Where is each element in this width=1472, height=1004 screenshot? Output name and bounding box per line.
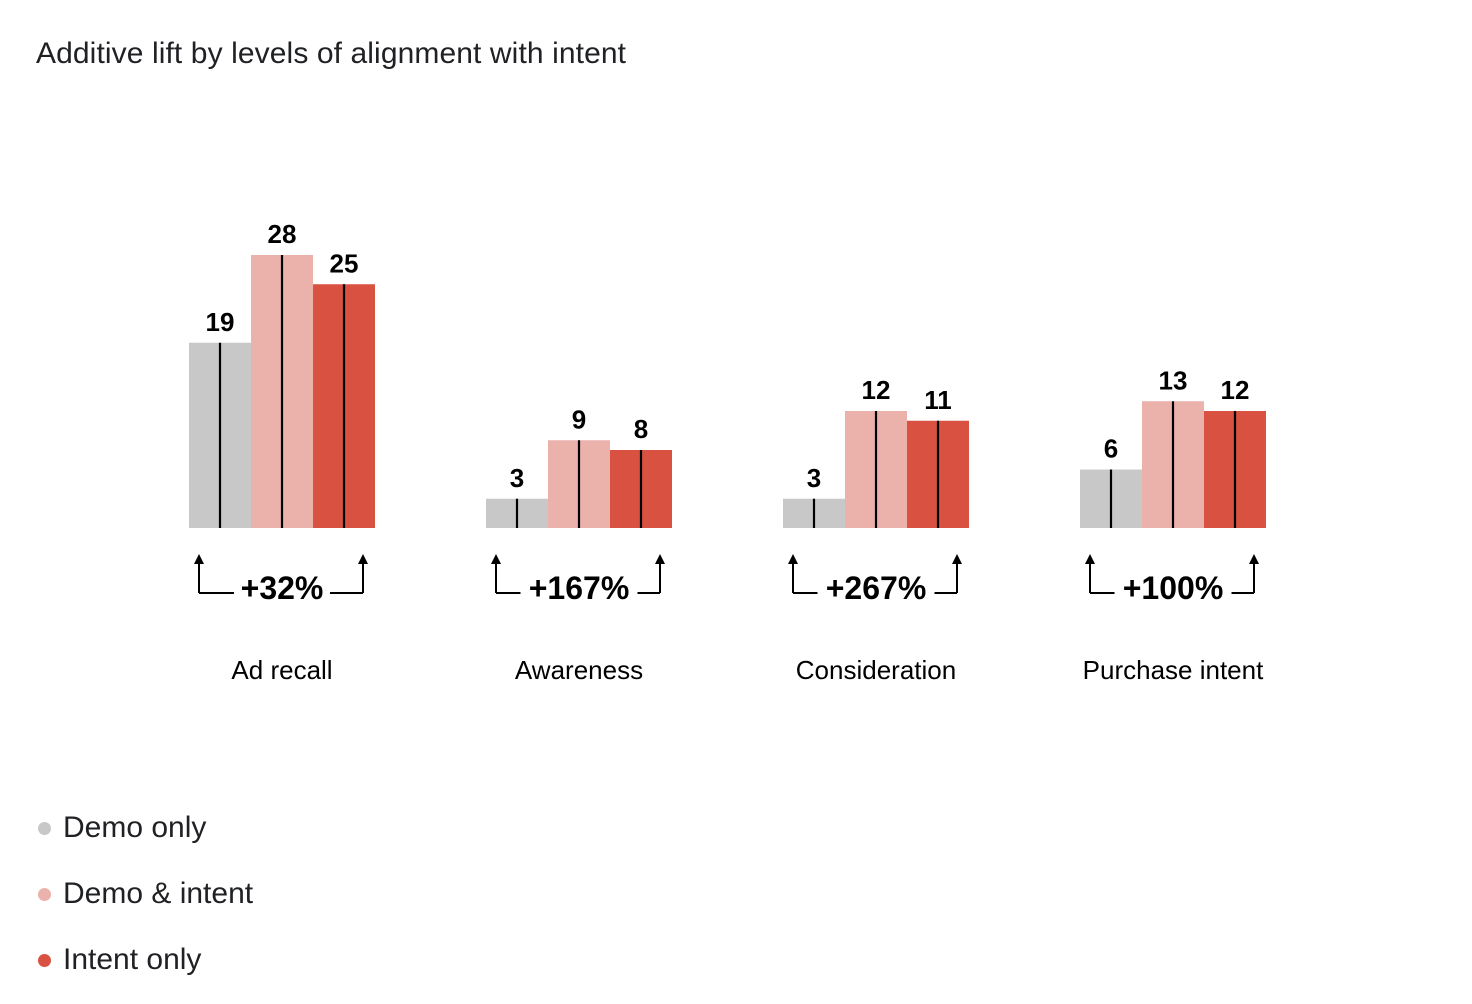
data-label-ad-recall-demo-intent: 28 (268, 219, 297, 249)
lift-label-awareness: +167% (529, 570, 630, 606)
lift-bracket-left-ad-recall (198, 558, 234, 594)
legend-swatch-demo-only (38, 821, 51, 835)
chart-legend: Demo only Demo & intent Intent only (36, 806, 253, 1004)
category-label-ad-recall: Ad recall (231, 655, 332, 685)
bar-group-ad-recall: 19 28 25 +32% Ad recall (189, 219, 375, 685)
lift-label-ad-recall: +32% (241, 570, 324, 606)
lift-arrowhead-left-ad-recall (194, 554, 204, 564)
bar-group-purchase-intent: 6 13 12 +100% Purchase intent (1080, 365, 1266, 685)
lift-bracket-right-ad-recall (330, 558, 364, 594)
legend-swatch-intent-only (38, 953, 51, 967)
lift-arrowhead-left-purchase-intent (1085, 554, 1095, 564)
chart-title: Additive lift by levels of alignment wit… (36, 37, 627, 70)
data-label-ad-recall-demo-only: 19 (206, 307, 235, 337)
bar-group-consideration: 3 12 11 +267% Consideration (783, 375, 969, 685)
category-label-purchase-intent: Purchase intent (1083, 655, 1264, 685)
legend-item-intent-only: Intent only (36, 938, 253, 982)
data-label-awareness-demo-intent: 9 (572, 404, 586, 434)
data-label-purchase-intent-demo-only: 6 (1104, 434, 1118, 464)
bar-group-awareness: 3 9 8 +167% Awareness (486, 404, 672, 685)
lift-label-purchase-intent: +100% (1123, 570, 1224, 606)
lift-arrowhead-right-awareness (655, 554, 665, 564)
lift-label-consideration: +267% (826, 570, 927, 606)
lift-arrowhead-right-consideration (952, 554, 962, 564)
legend-item-demo-only: Demo only (36, 806, 253, 850)
category-label-consideration: Consideration (796, 655, 956, 685)
data-label-consideration-intent-only: 11 (924, 385, 952, 415)
category-label-awareness: Awareness (515, 655, 643, 685)
legend-swatch-demo-intent (38, 887, 51, 901)
data-label-purchase-intent-demo-intent: 13 (1159, 365, 1188, 395)
lift-arrowhead-left-awareness (491, 554, 501, 564)
data-label-purchase-intent-intent-only: 12 (1221, 375, 1250, 405)
legend-label-demo-only: Demo only (63, 811, 207, 844)
lift-arrowhead-right-purchase-intent (1249, 554, 1259, 564)
data-label-consideration-demo-only: 3 (807, 463, 821, 493)
legend-item-demo-intent: Demo & intent (36, 872, 253, 916)
data-label-consideration-demo-intent: 12 (862, 375, 891, 405)
lift-arrowhead-left-consideration (788, 554, 798, 564)
legend-label-intent-only: Intent only (63, 943, 202, 976)
legend-label-demo-intent: Demo & intent (63, 877, 254, 910)
lift-arrowhead-right-ad-recall (358, 554, 368, 564)
data-label-awareness-demo-only: 3 (510, 463, 524, 493)
data-label-awareness-intent-only: 8 (634, 414, 648, 444)
data-label-ad-recall-intent-only: 25 (330, 248, 359, 278)
